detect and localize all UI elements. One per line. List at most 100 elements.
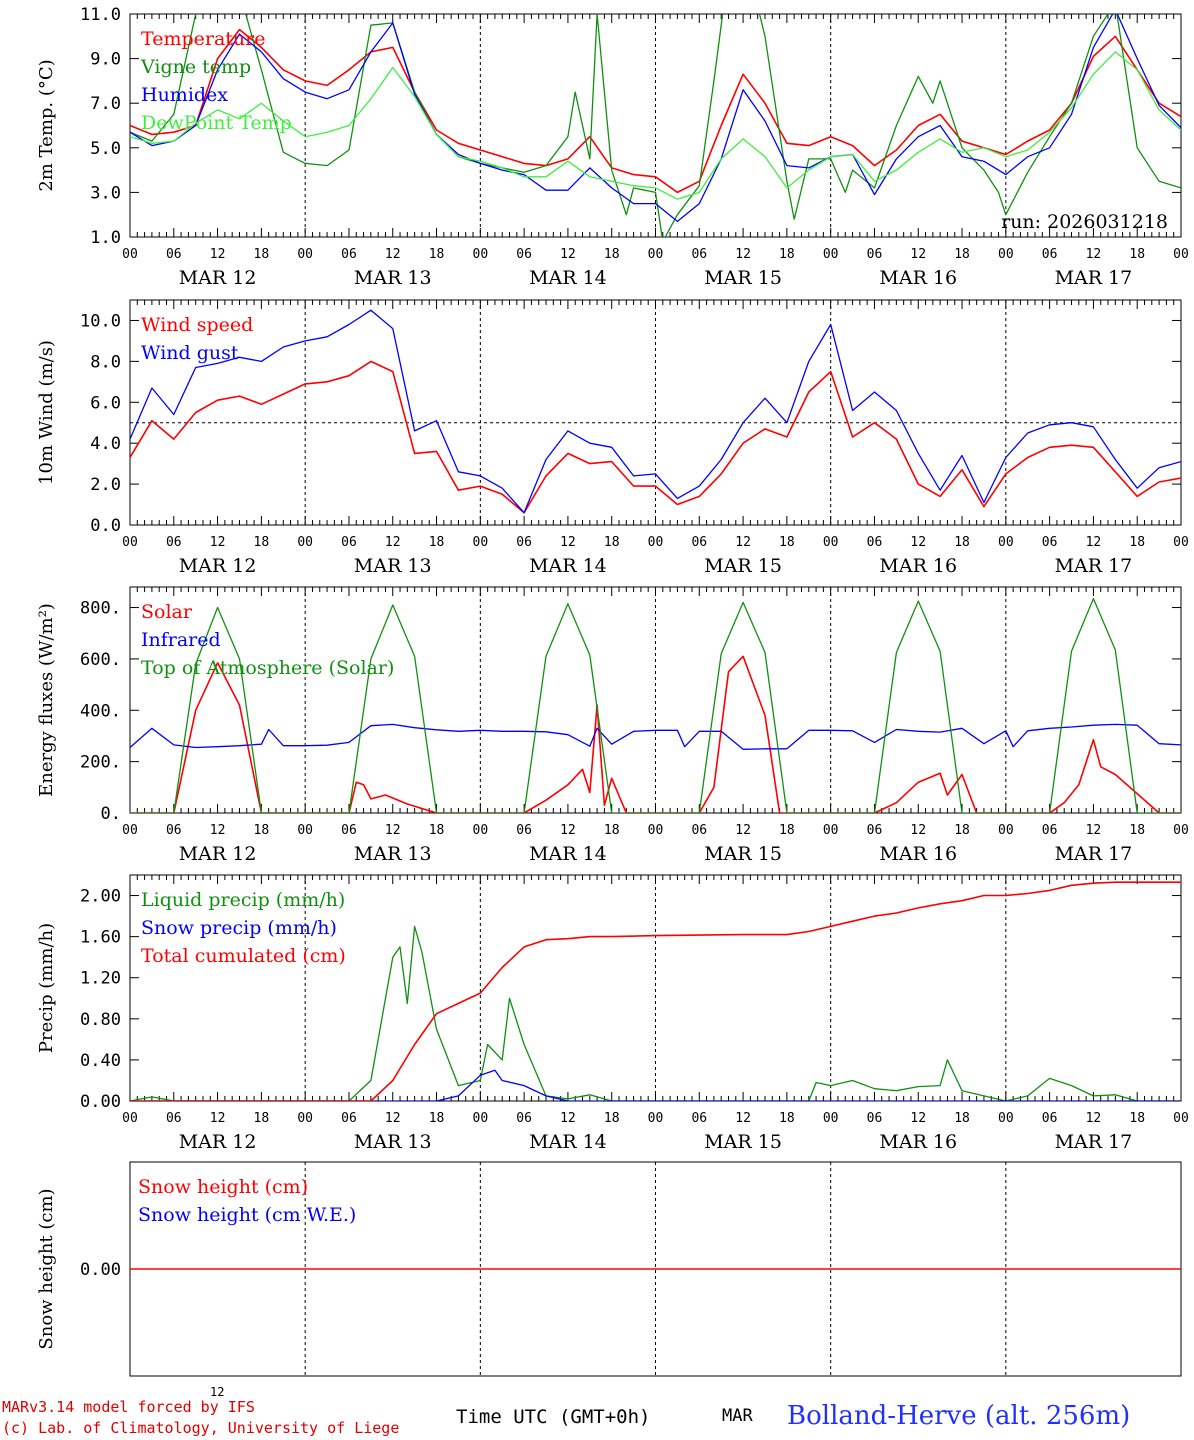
y-axis-label: 10m Wind (m/s): [36, 340, 57, 485]
x-tick-label: 00: [648, 823, 664, 838]
x-tick-label: 18: [429, 823, 445, 838]
series-group: [130, 881, 1181, 1101]
x-tick-label: 00: [122, 1111, 138, 1126]
y-axis-label: Precip (mm/h): [36, 923, 57, 1053]
legend-entry: Temperature: [141, 28, 265, 50]
copyright-credit: (c) Lab. of Climatology, University of L…: [2, 1419, 400, 1437]
y-tick-label: 1.20: [80, 969, 121, 989]
day-label: MAR 17: [1055, 267, 1133, 289]
x-tick-label: 06: [166, 247, 182, 262]
model-credit: MARv3.14 model forced by IFS: [2, 1398, 255, 1416]
y-tick-label: 2.00: [80, 887, 121, 907]
footer-superscript: 12: [210, 1385, 225, 1399]
series-line-solar: [130, 655, 1181, 813]
x-tick-label: 18: [779, 823, 795, 838]
x-tick-label: 06: [867, 823, 883, 838]
y-tick-label: 0.0: [90, 516, 121, 536]
x-tick-label: 12: [560, 247, 576, 262]
series-line-infrared: [130, 723, 1181, 750]
x-tick-label: 00: [823, 1111, 839, 1126]
x-tick-label: 00: [473, 247, 489, 262]
x-tick-label: 06: [691, 823, 707, 838]
x-tick-label: 06: [867, 535, 883, 550]
legend-entry: Infrared: [141, 629, 221, 651]
legend-entry: DewPoint Temp: [141, 112, 292, 134]
x-tick-label: 06: [1042, 1111, 1058, 1126]
day-label: MAR 12: [179, 1131, 257, 1153]
y-tick-label: 400.: [80, 701, 121, 721]
x-tick-label: 00: [823, 247, 839, 262]
x-tick-label: 06: [341, 1111, 357, 1126]
day-label: MAR 15: [704, 843, 782, 865]
x-tick-label: 18: [254, 1111, 270, 1126]
x-tick-label: 06: [1042, 535, 1058, 550]
x-tick-label: 06: [691, 247, 707, 262]
x-tick-label: 12: [1086, 1111, 1102, 1126]
x-tick-label: 12: [560, 535, 576, 550]
series-line-vigne-temp: [130, 14, 1181, 237]
legend-entry: Wind gust: [141, 342, 239, 364]
series-line-wind-speed: [130, 360, 1181, 514]
x-tick-label: 00: [473, 1111, 489, 1126]
panel-frame: [129, 299, 1182, 526]
x-tick-label: 00: [1173, 247, 1189, 262]
x-tick-label: 00: [297, 535, 313, 550]
y-tick-label: 6.0: [90, 393, 121, 413]
x-tick-label: 18: [604, 535, 620, 550]
y-tick-label: 2.0: [90, 475, 121, 495]
x-tick-label: 18: [429, 247, 445, 262]
x-tick-label: 18: [604, 247, 620, 262]
x-tick-label: 12: [560, 823, 576, 838]
x-tick-label: 18: [254, 247, 270, 262]
x-tick-label: 18: [1129, 535, 1145, 550]
series-line-total-cumulated-cm: [130, 881, 1181, 1101]
x-tick-label: 06: [1042, 823, 1058, 838]
x-tick-label: 12: [210, 247, 226, 262]
day-label: MAR 12: [179, 555, 257, 577]
x-tick-label: 00: [648, 247, 664, 262]
panel-temp: 00 06 12 18 00 06 12 18 00 06 12 18 00 06 12 18 00 06 12 18…: [36, 5, 1189, 289]
day-label: MAR 13: [354, 843, 432, 865]
day-label: MAR 14: [529, 843, 607, 865]
x-tick-label: 00: [823, 823, 839, 838]
x-tick-label: 12: [385, 247, 401, 262]
y-tick-label: 9.0: [90, 50, 121, 70]
y-tick-label: 8.0: [90, 352, 121, 372]
x-tick-label: 18: [254, 535, 270, 550]
x-tick-label: 06: [691, 1111, 707, 1126]
x-tick-label: 12: [1086, 823, 1102, 838]
legend-entry: Solar: [141, 601, 193, 623]
x-tick-label: 18: [779, 1111, 795, 1126]
x-tick-label: 12: [1086, 247, 1102, 262]
legend-entry: Vigne temp: [140, 56, 251, 78]
x-tick-label: 18: [604, 823, 620, 838]
x-tick-label: 00: [473, 535, 489, 550]
x-tick-label: 12: [735, 247, 751, 262]
day-label: MAR 15: [704, 555, 782, 577]
y-tick-label: 0.00: [80, 1092, 121, 1112]
time-axis-label: Time UTC (GMT+0h): [456, 1406, 651, 1428]
x-tick-label: 12: [735, 823, 751, 838]
y-axis-label: Snow height (cm): [36, 1188, 57, 1349]
x-tick-label: 18: [1129, 1111, 1145, 1126]
x-tick-label: 06: [516, 247, 532, 262]
x-tick-label: 12: [560, 1111, 576, 1126]
y-tick-label: 4.0: [90, 434, 121, 454]
day-label: MAR 15: [704, 267, 782, 289]
series-line-dewpoint-temp: [130, 51, 1181, 200]
x-tick-label: 00: [1173, 535, 1189, 550]
x-tick-label: 06: [1042, 247, 1058, 262]
run-annotation: run: 2026031218: [1001, 211, 1168, 233]
x-tick-label: 06: [516, 1111, 532, 1126]
x-tick-label: 06: [166, 1111, 182, 1126]
day-label: MAR 13: [354, 555, 432, 577]
x-tick-label: 00: [998, 823, 1014, 838]
x-tick-label: 12: [210, 823, 226, 838]
day-label: MAR 16: [879, 843, 957, 865]
legend-entry: Snow precip (mm/h): [141, 917, 337, 939]
x-tick-label: 18: [954, 823, 970, 838]
x-tick-label: 12: [910, 1111, 926, 1126]
x-tick-label: 12: [735, 1111, 751, 1126]
legend-entry: Liquid precip (mm/h): [141, 889, 345, 911]
y-axis-label: Energy fluxes (W/m²): [36, 603, 57, 797]
